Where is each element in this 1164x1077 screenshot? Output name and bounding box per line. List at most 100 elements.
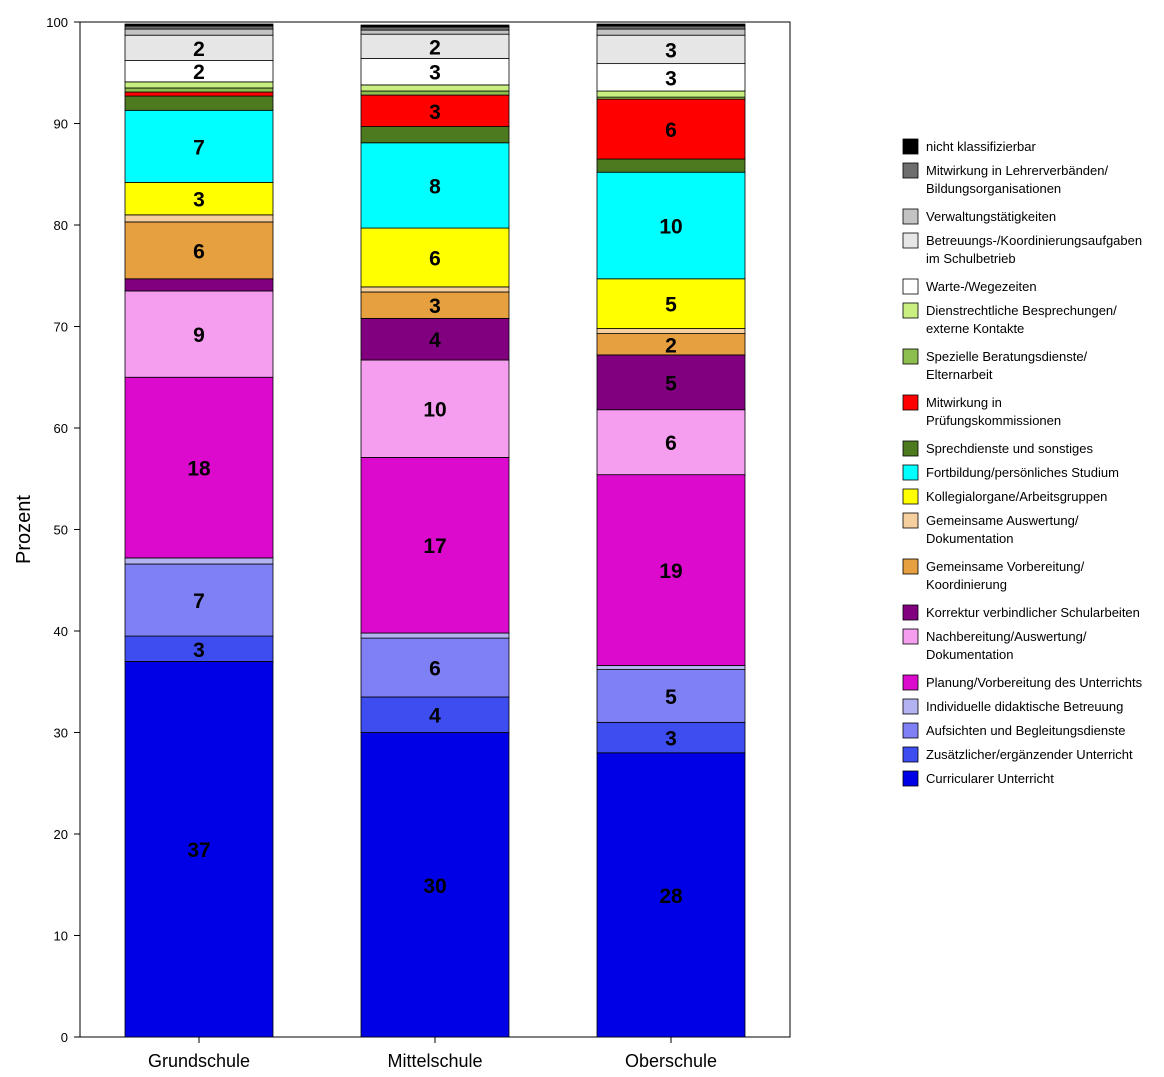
bar-segment-mittelschule-gemeinsame-vorbereitung-koordinierung	[360, 291, 510, 319]
bar-segment-mittelschule-fortbildung-persönliches-studium	[360, 142, 510, 229]
y-tick-label-10: 10	[54, 929, 68, 944]
x-category-label-grundschule: Grundschule	[148, 1051, 250, 1071]
bar-segment-grundschule-aufsichten-und-begleitungsdienste	[124, 563, 274, 637]
bar-segment-mittelschule-sprechdienste-und-sonstiges	[360, 126, 510, 144]
data-label-mittelschule-korrektur-verbindlicher-schularbeiten: 4	[429, 329, 441, 352]
bar-segment-grundschule-sprechdienste-und-sonstiges	[124, 95, 274, 111]
legend-label: Gemeinsame Vorbereitung/Koordinierung	[926, 559, 1085, 592]
legend-swatch	[902, 674, 919, 691]
data-label-oberschule-kollegialorgane-arbeitsgruppen: 5	[665, 294, 677, 317]
legend-label: Fortbildung/persönliches Studium	[926, 465, 1119, 480]
data-label-grundschule-warte-wegezeiten: 2	[193, 61, 205, 84]
bar-segment-oberschule-fortbildung-persönliches-studium	[596, 171, 746, 280]
legend-label: Warte-/Wegezeiten	[926, 279, 1037, 294]
data-label-mittelschule-zusätzlicher-ergänzender-unterricht: 4	[429, 705, 441, 728]
legend-label: Zusätzlicher/ergänzender Unterricht	[926, 747, 1133, 762]
legend-swatch	[902, 208, 919, 225]
legend-item-sprechdienste-und-sonstiges: Sprechdienste und sonstiges	[902, 440, 1093, 457]
y-tick-label-40: 40	[54, 624, 68, 639]
bar-segment-grundschule-spezielle-beratungsdienste-elternarbeit	[124, 87, 274, 93]
bar-segment-oberschule-sprechdienste-und-sonstiges	[596, 158, 746, 173]
bar-segment-grundschule-kollegialorgane-arbeitsgruppen	[124, 181, 274, 216]
y-tick-label-80: 80	[54, 218, 68, 233]
legend-swatch	[902, 348, 919, 365]
bar-segment-grundschule-nachbereitung-auswertung-dokumentation	[124, 290, 274, 378]
bar-segment-grundschule-planung-vorbereitung-des-unterrichts	[124, 376, 274, 559]
legend-label: Planung/Vorbereitung des Unterrichts	[926, 675, 1143, 690]
legend-item-mitwirkung-in-lehrerverbänden-bildungsorganisationen: Mitwirkung in Lehrerverbänden/Bildungsor…	[902, 162, 1108, 196]
y-tick-label-0: 0	[61, 1030, 68, 1045]
data-label-oberschule-planung-vorbereitung-des-unterrichts: 19	[659, 560, 682, 583]
legend-label: Spezielle Beratungsdienste/Elternarbeit	[926, 349, 1088, 382]
bar-segment-oberschule-nicht-klassifizierbar	[596, 23, 746, 27]
legend-label: Dienstrechtliche Besprechungen/externe K…	[926, 303, 1117, 336]
legend-swatch	[902, 770, 919, 787]
legend-item-kollegialorgane-arbeitsgruppen: Kollegialorgane/Arbeitsgruppen	[902, 488, 1107, 505]
x-category-label-mittelschule: Mittelschule	[387, 1051, 482, 1071]
legend-label: Aufsichten und Begleitungsdienste	[926, 723, 1125, 738]
bar-segment-mittelschule-mitwirkung-in-lehrerverbänden-bildungsorganisationen	[360, 26, 510, 31]
legend-item-planung-vorbereitung-des-unterrichts: Planung/Vorbereitung des Unterrichts	[902, 674, 1143, 691]
bar-segment-mittelschule-aufsichten-und-begleitungsdienste	[360, 637, 510, 698]
data-label-mittelschule-betreuungs-koordinierungsaufgaben-im-schulbetrieb: 2	[429, 36, 441, 59]
data-label-mittelschule-kollegialorgane-arbeitsgruppen: 6	[429, 247, 441, 270]
bar-segment-mittelschule-nicht-klassifizierbar	[360, 24, 510, 28]
data-label-oberschule-fortbildung-persönliches-studium: 10	[659, 216, 682, 239]
data-label-oberschule-korrektur-verbindlicher-schularbeiten: 5	[665, 372, 677, 395]
bar-segment-mittelschule-dienstrechtliche-besprechungen-externe-kontakte	[360, 84, 510, 92]
bar-segment-grundschule-korrektur-verbindlicher-schularbeiten	[124, 278, 274, 292]
data-label-mittelschule-warte-wegezeiten: 3	[429, 62, 441, 85]
bar-segment-mittelschule-spezielle-beratungsdienste-elternarbeit	[360, 90, 510, 96]
bar-segment-oberschule-warte-wegezeiten	[596, 63, 746, 92]
data-label-grundschule-fortbildung-persönliches-studium: 7	[193, 136, 205, 159]
legend-item-gemeinsame-auswertung-dokumentation: Gemeinsame Auswertung/Dokumentation	[902, 512, 1079, 546]
y-tick-label-20: 20	[54, 827, 68, 842]
legend-swatch	[902, 464, 919, 481]
bar-segment-grundschule-curricularer-unterricht	[124, 661, 274, 1038]
legend-swatch	[902, 698, 919, 715]
bar-segment-oberschule-verwaltungstätigkeiten	[596, 28, 746, 36]
bar-segment-oberschule-zusätzlicher-ergänzender-unterricht	[596, 721, 746, 754]
bar-segment-grundschule-individuelle-didaktische-betreuung	[124, 557, 274, 565]
data-label-oberschule-gemeinsame-vorbereitung-koordinierung: 2	[665, 334, 677, 357]
bar-segment-mittelschule-planung-vorbereitung-des-unterrichts	[360, 457, 510, 634]
legend-item-individuelle-didaktische-betreuung: Individuelle didaktische Betreuung	[902, 698, 1123, 715]
bar-stack-oberschule: 28 3 5 19 6 5 2 5 10 6 3 3	[596, 23, 746, 1038]
legend-item-curricularer-unterricht: Curricularer Unterricht	[902, 770, 1054, 787]
data-label-mittelschule-gemeinsame-vorbereitung-koordinierung: 3	[429, 295, 441, 318]
legend-swatch	[902, 512, 919, 529]
data-label-grundschule-nachbereitung-auswertung-dokumentation: 9	[193, 324, 205, 347]
axes-group: 0 10 20 30 40 50 60 70 80 90 100 Grundschule Mittels…	[13, 15, 717, 1071]
bar-segment-grundschule-fortbildung-persönliches-studium	[124, 109, 274, 183]
bar-segment-oberschule-mitwirkung-in-prüfungskommissionen	[596, 98, 746, 160]
legend-label: Betreuungs-/Koordinierungsaufgaben im Sch…	[926, 233, 1142, 266]
legend-item-spezielle-beratungsdienste-elternarbeit: Spezielle Beratungsdienste/Elternarbeit	[902, 348, 1088, 382]
data-label-mittelschule-mitwirkung-in-prüfungskommissionen: 3	[429, 101, 441, 124]
bar-segment-grundschule-nicht-klassifizierbar	[124, 23, 274, 27]
data-label-mittelschule-fortbildung-persönliches-studium: 8	[429, 175, 441, 198]
bar-segment-mittelschule-mitwirkung-in-prüfungskommissionen	[360, 94, 510, 127]
legend-swatch	[902, 440, 919, 457]
data-label-grundschule-kollegialorgane-arbeitsgruppen: 3	[193, 189, 205, 212]
bar-segment-grundschule-verwaltungstätigkeiten	[124, 28, 274, 36]
bar-segment-mittelschule-kollegialorgane-arbeitsgruppen	[360, 227, 510, 288]
legend-label: Individuelle didaktische Betreuung	[926, 699, 1123, 714]
bar-segment-mittelschule-betreuungs-koordinierungsaufgaben-im-schulbetrieb	[360, 33, 510, 59]
data-label-oberschule-nachbereitung-auswertung-dokumentation: 6	[665, 432, 677, 455]
bar-segment-mittelschule-warte-wegezeiten	[360, 58, 510, 86]
legend-swatch	[902, 488, 919, 505]
data-label-mittelschule-planung-vorbereitung-des-unterrichts: 17	[423, 535, 446, 558]
legend-swatch	[902, 302, 919, 319]
legend-swatch	[902, 746, 919, 763]
bar-segment-oberschule-planung-vorbereitung-des-unterrichts	[596, 474, 746, 666]
legend-label: Mitwirkung in Prüfungskommissionen	[926, 395, 1061, 428]
bar-segment-oberschule-kollegialorgane-arbeitsgruppen	[596, 278, 746, 329]
bars-group: 3737189637223046171043683322835196525106…	[124, 23, 746, 1038]
data-label-grundschule-curricularer-unterricht: 37	[187, 839, 210, 862]
legend-label: nicht klassifizierbar	[926, 139, 1036, 154]
bar-stack-mittelschule: 30 4 6 17 10 4 3 6 8 3 3 2	[360, 24, 510, 1038]
legend-swatch	[902, 722, 919, 739]
legend-item-zusätzlicher-ergänzender-unterricht: Zusätzlicher/ergänzender Unterricht	[902, 746, 1133, 763]
